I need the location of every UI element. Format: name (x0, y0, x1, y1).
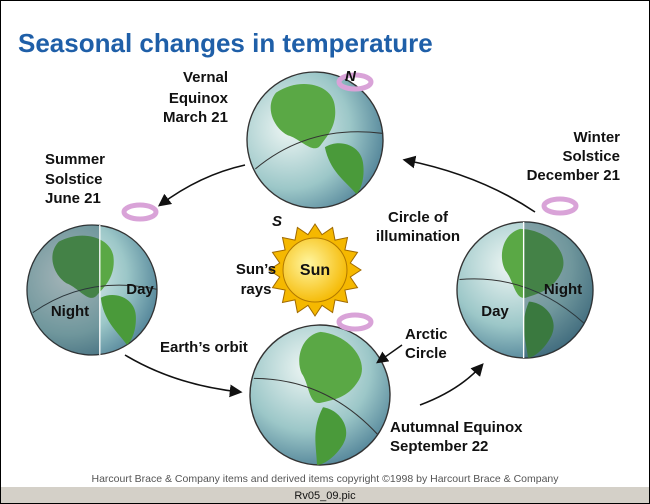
globe-vernal (228, 53, 402, 227)
pole-label: S (272, 213, 282, 230)
day-label: Day (481, 303, 509, 320)
label: Circle (405, 345, 447, 362)
season-label: Summer (45, 151, 105, 168)
orbit-arrow (124, 354, 243, 398)
season-label: Winter (573, 129, 620, 146)
label: Arctic (405, 326, 448, 343)
orbit-arrow (402, 155, 536, 213)
footer-bar (1, 487, 649, 503)
globe-winter (442, 207, 609, 374)
label: Earth’s orbit (160, 339, 248, 356)
day-label: Day (126, 281, 154, 298)
label: rays (241, 281, 272, 298)
orbit-arrow (157, 164, 246, 207)
title: Seasonal changes in temperature (18, 28, 433, 58)
pointer (376, 344, 403, 364)
label: Sun’s (236, 261, 276, 278)
season-label: June 21 (45, 190, 101, 207)
season-label: Autumnal Equinox (390, 419, 523, 436)
season-label: Equinox (169, 90, 229, 107)
label: illumination (376, 228, 460, 245)
season-label: September 22 (390, 438, 488, 455)
copyright: Harcourt Brace & Company items and deriv… (91, 473, 559, 485)
sun (268, 223, 362, 317)
rotation-icons (121, 72, 579, 332)
globe-autumnal (230, 305, 409, 484)
pole-label: N (345, 68, 357, 85)
season-label: March 21 (163, 109, 228, 126)
label: Circle of (388, 209, 449, 226)
season-label: Vernal (183, 69, 228, 86)
orbit-arrow (419, 363, 484, 406)
season-label: Solstice (562, 148, 620, 165)
night-label: Night (544, 281, 582, 298)
season-label: Solstice (45, 171, 103, 188)
sun-label: Sun (300, 262, 330, 279)
footer: Rv05_09.pic (294, 490, 356, 502)
season-label: December 21 (527, 167, 620, 184)
night-label: Night (51, 303, 89, 320)
